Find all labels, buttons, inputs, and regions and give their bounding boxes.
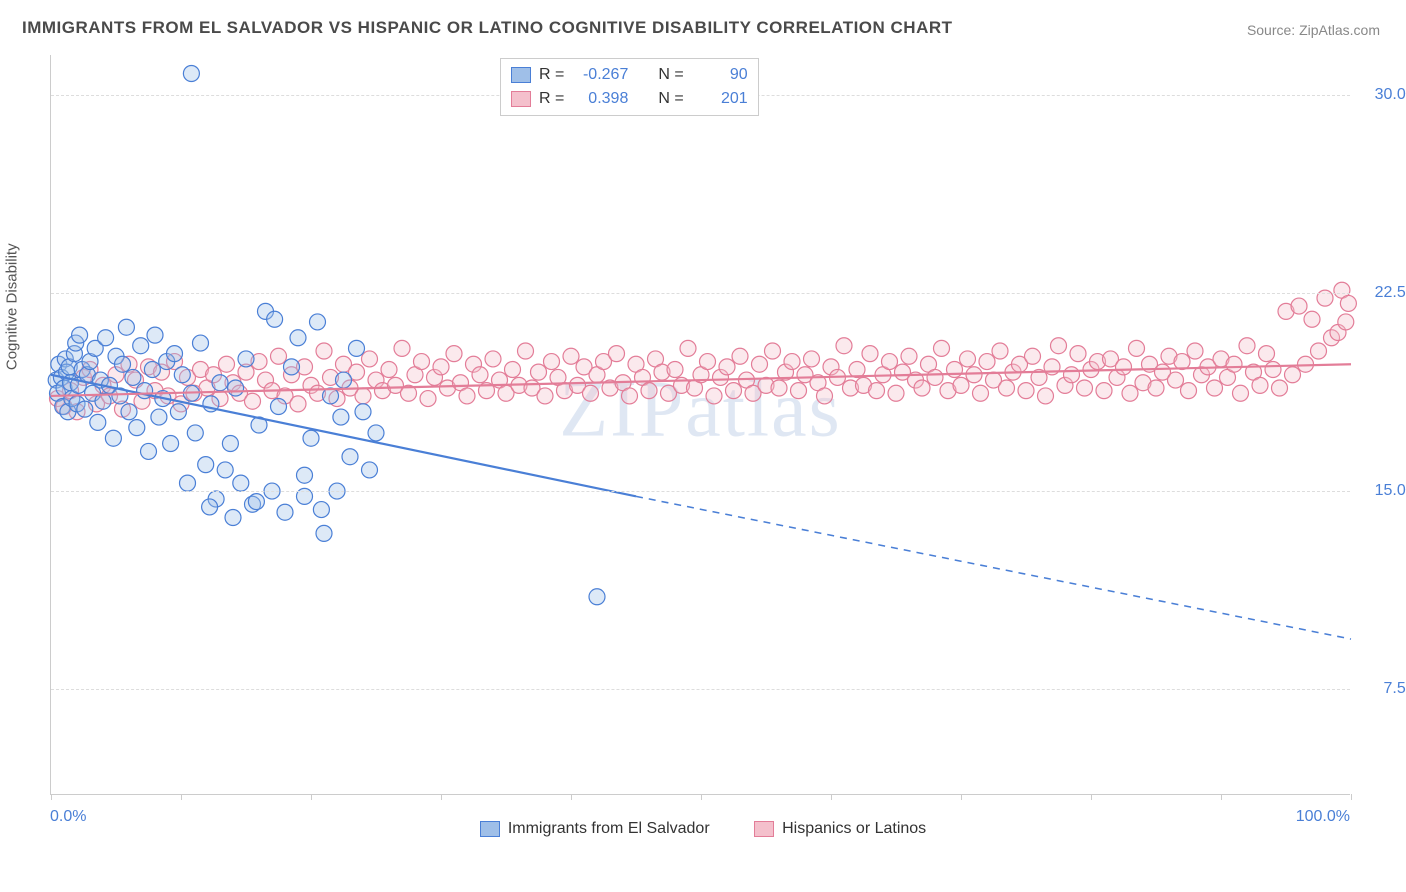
legend-stats-row-a: R = -0.267 N = 90	[511, 63, 748, 87]
legend-series: Immigrants from El Salvador Hispanics or…	[0, 820, 1406, 842]
n-label-b: N =	[658, 87, 683, 111]
y-tick-label: 22.5%	[1360, 284, 1406, 302]
swatch-series-b	[511, 91, 531, 107]
swatch-bottom-b	[754, 821, 774, 837]
legend-stats: R = -0.267 N = 90 R = 0.398 N = 201	[500, 58, 759, 116]
r-label-a: R =	[539, 63, 564, 87]
r-label-b: R =	[539, 87, 564, 111]
legend-item-a: Immigrants from El Salvador	[480, 820, 710, 838]
y-tick-label: 15.0%	[1360, 482, 1406, 500]
n-value-a: 90	[692, 63, 748, 87]
plot-area: ZIPatlas 30.0%22.5%15.0%7.5%	[50, 55, 1350, 795]
r-value-b: 0.398	[572, 87, 628, 111]
legend-stats-row-b: R = 0.398 N = 201	[511, 87, 748, 111]
chart-svg	[51, 55, 1350, 794]
source-label: Source: ZipAtlas.com	[1247, 22, 1380, 38]
y-tick-label: 7.5%	[1360, 680, 1406, 698]
y-tick-label: 30.0%	[1360, 86, 1406, 104]
swatch-bottom-a	[480, 821, 500, 837]
n-label-a: N =	[658, 63, 683, 87]
y-axis-title: Cognitive Disability	[4, 243, 21, 370]
n-value-b: 201	[692, 87, 748, 111]
legend-item-b: Hispanics or Latinos	[754, 820, 926, 838]
legend-label-b: Hispanics or Latinos	[782, 820, 926, 838]
swatch-series-a	[511, 67, 531, 83]
r-value-a: -0.267	[572, 63, 628, 87]
legend-label-a: Immigrants from El Salvador	[508, 820, 710, 838]
chart-title: IMMIGRANTS FROM EL SALVADOR VS HISPANIC …	[22, 18, 953, 38]
